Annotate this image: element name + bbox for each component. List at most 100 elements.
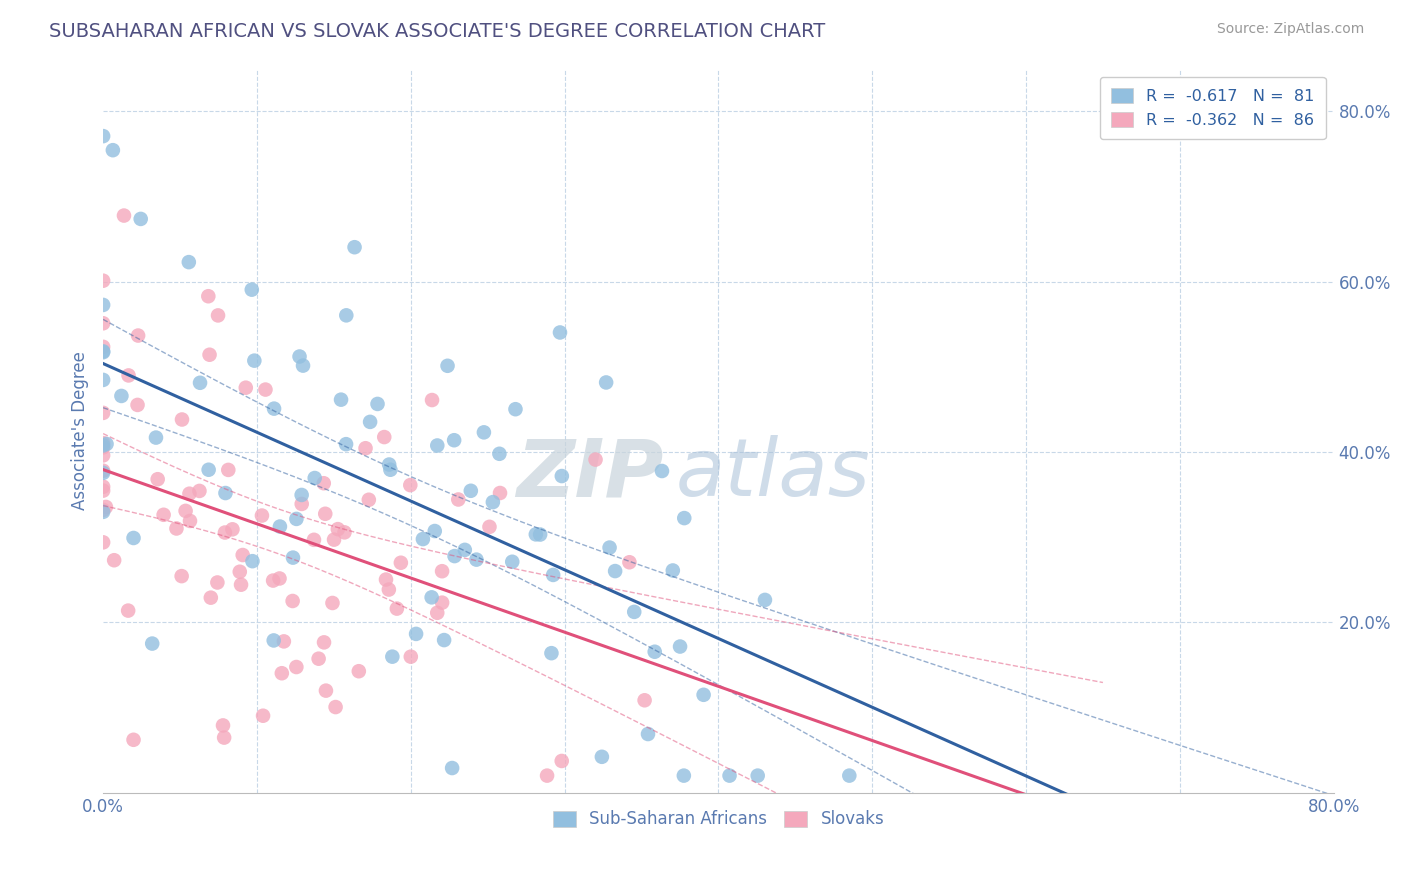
Point — [240, 283, 263, 297]
Point — [254, 383, 277, 397]
Point — [304, 471, 326, 485]
Point — [250, 508, 273, 523]
Point — [381, 649, 404, 664]
Point — [141, 636, 163, 650]
Point — [170, 569, 193, 583]
Point — [170, 412, 193, 426]
Point — [692, 688, 714, 702]
Point — [188, 483, 211, 498]
Point — [373, 430, 395, 444]
Point — [214, 486, 236, 500]
Text: ZIP: ZIP — [516, 435, 664, 513]
Point — [101, 143, 124, 157]
Point — [323, 533, 346, 547]
Point — [242, 554, 264, 568]
Point — [122, 732, 145, 747]
Point — [212, 718, 235, 732]
Point — [443, 434, 465, 448]
Point — [221, 522, 243, 536]
Point — [347, 664, 370, 678]
Point — [94, 500, 117, 514]
Point — [420, 392, 443, 407]
Point — [152, 508, 174, 522]
Point — [127, 328, 149, 343]
Point — [551, 469, 574, 483]
Point — [91, 535, 114, 549]
Point — [117, 368, 139, 383]
Point — [633, 693, 655, 707]
Point — [91, 483, 114, 498]
Point — [335, 309, 357, 323]
Point — [302, 533, 325, 547]
Point — [343, 240, 366, 254]
Point — [637, 727, 659, 741]
Point — [389, 556, 412, 570]
Point — [412, 532, 434, 546]
Point — [540, 646, 562, 660]
Point — [212, 731, 235, 745]
Point — [91, 466, 114, 480]
Point — [423, 524, 446, 538]
Point — [214, 525, 236, 540]
Point — [91, 441, 114, 455]
Point — [359, 415, 381, 429]
Point — [367, 397, 389, 411]
Point — [291, 497, 314, 511]
Point — [441, 761, 464, 775]
Point — [91, 436, 114, 450]
Point — [291, 488, 314, 502]
Point — [478, 520, 501, 534]
Point — [112, 209, 135, 223]
Point — [436, 359, 458, 373]
Point — [335, 437, 357, 451]
Point — [375, 573, 398, 587]
Point — [91, 316, 114, 330]
Point — [426, 606, 449, 620]
Point — [200, 591, 222, 605]
Point — [91, 406, 114, 420]
Point — [273, 634, 295, 648]
Point — [179, 514, 201, 528]
Point — [673, 511, 696, 525]
Point — [454, 542, 477, 557]
Point — [551, 754, 574, 768]
Point — [91, 503, 114, 517]
Point — [262, 574, 284, 588]
Point — [308, 651, 330, 665]
Point — [263, 633, 285, 648]
Point — [229, 565, 252, 579]
Point — [91, 274, 114, 288]
Point — [103, 553, 125, 567]
Point — [91, 448, 114, 462]
Point — [330, 392, 353, 407]
Point — [591, 749, 613, 764]
Point — [232, 548, 254, 562]
Point — [235, 381, 257, 395]
Point — [292, 359, 315, 373]
Point — [145, 431, 167, 445]
Point — [405, 627, 427, 641]
Point — [541, 568, 564, 582]
Point — [285, 512, 308, 526]
Point — [312, 476, 335, 491]
Point — [482, 495, 505, 509]
Y-axis label: Associate's Degree: Associate's Degree — [72, 351, 89, 510]
Point — [281, 550, 304, 565]
Text: SUBSAHARAN AFRICAN VS SLOVAK ASSOCIATE'S DEGREE CORRELATION CHART: SUBSAHARAN AFRICAN VS SLOVAK ASSOCIATE'S… — [49, 22, 825, 41]
Point — [217, 463, 239, 477]
Point — [312, 635, 335, 649]
Point — [197, 463, 219, 477]
Point — [197, 289, 219, 303]
Point — [129, 211, 152, 226]
Point — [838, 769, 860, 783]
Point — [399, 649, 422, 664]
Point — [747, 769, 769, 783]
Point — [315, 683, 337, 698]
Point — [188, 376, 211, 390]
Point — [229, 577, 252, 591]
Point — [207, 575, 229, 590]
Point — [378, 458, 401, 472]
Point — [174, 504, 197, 518]
Point — [488, 447, 510, 461]
Point — [672, 769, 695, 783]
